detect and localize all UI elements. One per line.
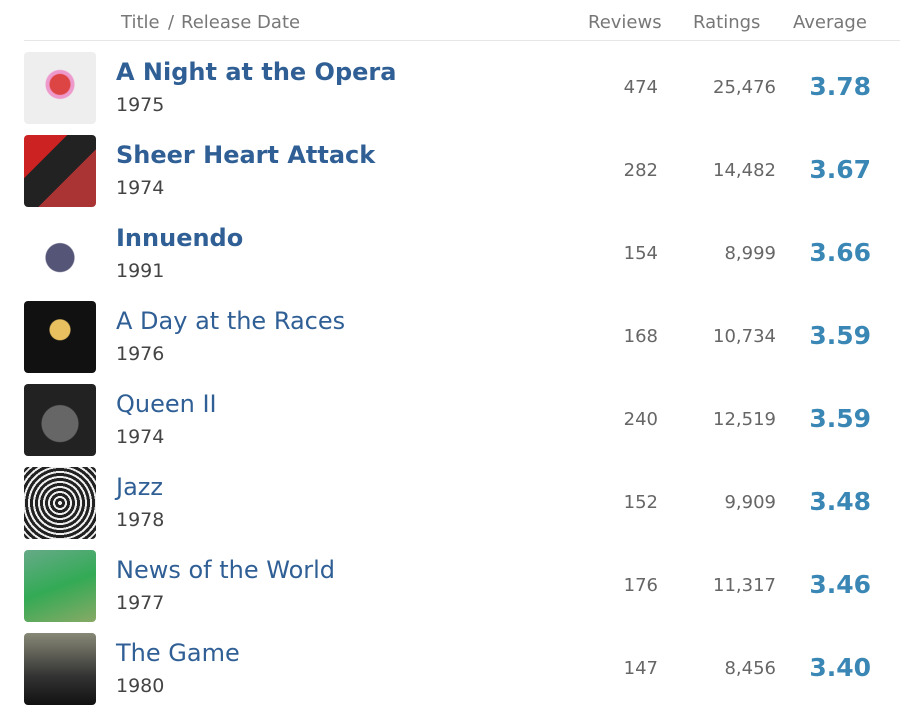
average-rating: 3.46 (809, 570, 871, 599)
release-year: 1976 (116, 343, 165, 365)
rating-count: 8,456 (724, 658, 776, 679)
average-rating: 3.59 (809, 321, 871, 350)
header-separator: / (168, 12, 175, 33)
header-ratings[interactable]: Ratings (693, 12, 761, 33)
album-row: Jazz 1978 152 9,909 3.48 (0, 467, 900, 550)
header-divider (24, 40, 900, 41)
album-title[interactable]: Sheer Heart Attack (116, 141, 376, 169)
album-cover[interactable] (24, 633, 96, 705)
album-cover[interactable] (24, 384, 96, 456)
review-count: 154 (623, 243, 658, 264)
header-title[interactable]: Title (121, 12, 160, 33)
album-row: The Game 1980 147 8,456 3.40 (0, 633, 900, 716)
release-year: 1975 (116, 94, 165, 116)
review-count: 152 (623, 492, 658, 513)
average-rating: 3.48 (809, 487, 871, 516)
review-count: 176 (623, 575, 658, 596)
release-year: 1991 (116, 260, 165, 282)
album-title[interactable]: The Game (116, 639, 240, 667)
review-count: 168 (623, 326, 658, 347)
album-row: Queen II 1974 240 12,519 3.59 (0, 384, 900, 467)
average-rating: 3.66 (809, 238, 871, 267)
header-reviews[interactable]: Reviews (588, 12, 662, 33)
album-cover[interactable] (24, 467, 96, 539)
header-release-date[interactable]: Release Date (181, 12, 301, 33)
release-year: 1977 (116, 592, 165, 614)
album-row: News of the World 1977 176 11,317 3.46 (0, 550, 900, 633)
album-row: A Day at the Races 1976 168 10,734 3.59 (0, 301, 900, 384)
review-count: 282 (623, 160, 658, 181)
album-title[interactable]: News of the World (116, 556, 336, 584)
rating-count: 12,519 (713, 409, 776, 430)
rating-count: 14,482 (713, 160, 776, 181)
average-rating: 3.78 (809, 72, 871, 101)
release-year: 1974 (116, 177, 165, 199)
album-row: Innuendo 1991 154 8,999 3.66 (0, 218, 900, 301)
review-count: 474 (623, 77, 658, 98)
rating-count: 9,909 (724, 492, 776, 513)
album-title[interactable]: Innuendo (116, 224, 244, 252)
average-rating: 3.59 (809, 404, 871, 433)
rating-count: 8,999 (724, 243, 776, 264)
rating-count: 25,476 (713, 77, 776, 98)
release-year: 1978 (116, 509, 165, 531)
average-rating: 3.67 (809, 155, 871, 184)
rating-count: 10,734 (713, 326, 776, 347)
release-year: 1980 (116, 675, 165, 697)
album-cover[interactable] (24, 218, 96, 290)
rating-count: 11,317 (713, 575, 776, 596)
album-title[interactable]: Queen II (116, 390, 217, 418)
album-cover[interactable] (24, 52, 96, 124)
album-row: Sheer Heart Attack 1974 282 14,482 3.67 (0, 135, 900, 218)
review-count: 240 (623, 409, 658, 430)
album-title[interactable]: A Night at the Opera (116, 58, 397, 86)
album-title[interactable]: Jazz (116, 473, 163, 501)
average-rating: 3.40 (809, 653, 871, 682)
review-count: 147 (623, 658, 658, 679)
album-row: A Night at the Opera 1975 474 25,476 3.78 (0, 52, 900, 135)
release-year: 1974 (116, 426, 165, 448)
album-cover[interactable] (24, 301, 96, 373)
header-average[interactable]: Average (793, 12, 867, 33)
album-cover[interactable] (24, 135, 96, 207)
album-cover[interactable] (24, 550, 96, 622)
album-title[interactable]: A Day at the Races (116, 307, 346, 335)
